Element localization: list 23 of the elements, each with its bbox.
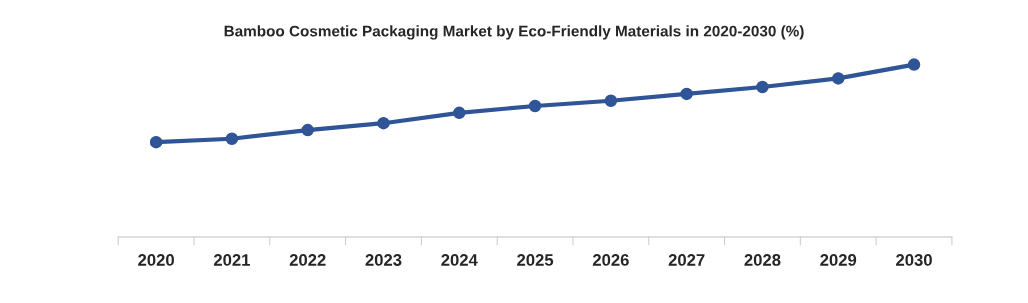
point (225, 132, 239, 145)
x-tick-label: 2021 (213, 254, 250, 266)
point (831, 72, 845, 85)
x-tick-label: 2023 (365, 254, 402, 266)
point (377, 116, 390, 130)
point (680, 87, 693, 101)
x-tick-label: 2024 (441, 254, 478, 266)
point (453, 106, 466, 120)
point (907, 58, 921, 71)
x-tick-label: 2020 (138, 254, 174, 266)
point (301, 123, 314, 137)
x-tick-label: 2030 (896, 254, 932, 266)
point (604, 94, 618, 108)
point (756, 80, 769, 94)
x-tick-label: 2029 (820, 254, 857, 266)
x-tick-label: 2027 (668, 254, 705, 266)
x-tick-label: 2022 (289, 254, 326, 266)
chart-title: Bamboo Cosmetic Packaging Market by Eco-Friendly Materials in 2020-2030 (%) (224, 25, 804, 40)
x-tick-label: 2025 (517, 254, 554, 266)
point (149, 135, 163, 149)
x-tick-label: 2026 (592, 254, 629, 266)
point (528, 99, 542, 113)
x-tick-label: 2028 (744, 254, 781, 266)
